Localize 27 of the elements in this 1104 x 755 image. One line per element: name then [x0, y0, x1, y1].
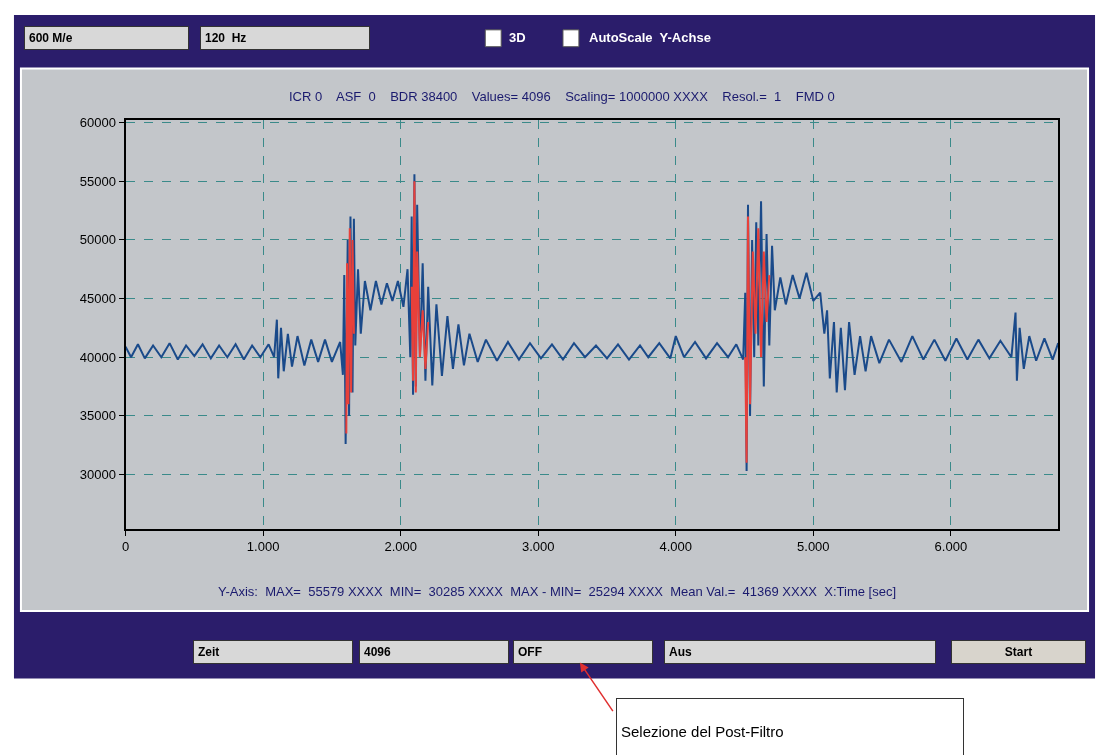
x-tick-label: 1.000	[246, 539, 280, 555]
x-tick-label: 5.000	[797, 539, 830, 555]
text: AutoScale Y-Achse	[589, 30, 711, 45]
x-tick-label: 0	[121, 539, 130, 555]
y-tick-label: 30000	[79, 467, 116, 483]
text: Zeit	[198, 645, 220, 659]
text: 3D	[509, 30, 526, 45]
text: Start	[1004, 645, 1033, 659]
text: Y-Axis: MAX= 55579 XXXX MIN= 30285 XXXX MAX - MIN= 25294 XXXX Mean Val.= 41369 XXXX X:Time [sec]	[218, 584, 897, 599]
x-tick-label: 3.000	[521, 539, 555, 555]
text: Selezione del Post-Filtro	[621, 722, 784, 740]
y-tick-label: 50000	[79, 232, 116, 248]
x-tick-label: 4.000	[659, 539, 693, 555]
text: 4096	[364, 645, 392, 659]
text: 600 M/e	[29, 31, 73, 45]
y-tick-label: 40000	[79, 349, 116, 365]
line-series	[125, 173, 1059, 473]
y-tick-label: 55000	[79, 173, 116, 189]
text: ICR 0 ASF 0 BDR 38400 Values= 4096 Scaling= 1000000 XXXX Resol.= 1 FMD 0	[289, 89, 835, 104]
text: OFF	[518, 645, 542, 659]
text: Aus	[669, 645, 692, 659]
x-tick-label: 6.000	[934, 539, 968, 555]
y-tick-label: 60000	[79, 115, 116, 131]
x-tick-label: 2.000	[384, 539, 417, 555]
text: 120 Hz	[205, 31, 247, 45]
y-tick-label: 45000	[79, 291, 116, 307]
y-tick-label: 35000	[79, 408, 116, 424]
